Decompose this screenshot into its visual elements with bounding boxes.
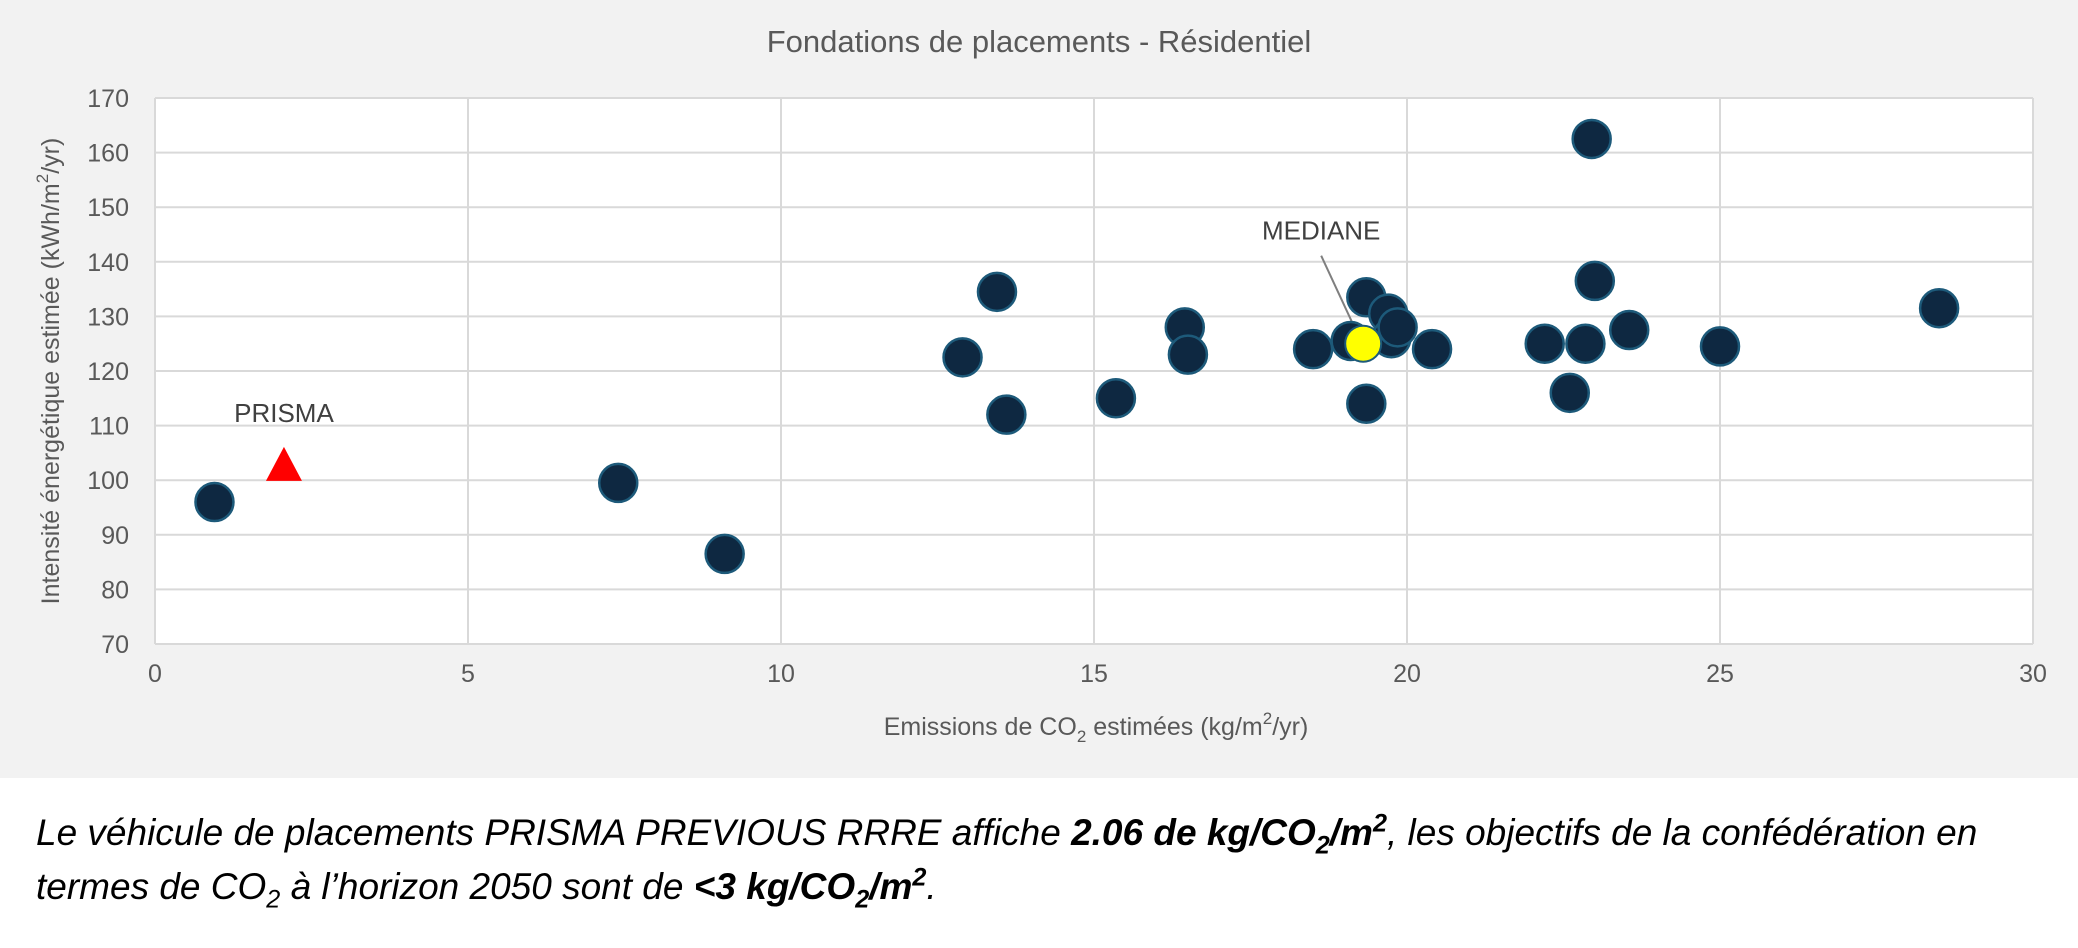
x-tick-label: 5	[461, 660, 475, 688]
scatter-point	[1524, 323, 1565, 364]
scatter-point	[1377, 307, 1418, 348]
y-tick-label: 150	[87, 194, 129, 222]
gridlines	[154, 97, 2034, 645]
x-tick-label: 10	[767, 660, 795, 688]
y-tick-label: 70	[101, 631, 129, 659]
caption: Le véhicule de placements PRISMA PREVIOU…	[36, 806, 2056, 914]
chart-panel: 70 80 90 100 110 120 130 140 150 160 170 0 5 10 15 20 25…	[0, 0, 2078, 778]
scatter-point	[1608, 309, 1650, 351]
scatter-point	[986, 394, 1027, 435]
y-tick-label: 160	[87, 140, 129, 168]
caption-line-2: termes de CO2 à l’horizon 2050 sont de <…	[36, 863, 937, 914]
tick-labels: 70 80 90 100 110 120 130 140 150 160 170 0 5 10 15 20 25…	[87, 85, 2047, 688]
chart-title: Fondations de placements - Résidentiel	[767, 24, 1312, 59]
scatter-point	[976, 271, 1018, 313]
mediane-label: MEDIANE	[1262, 216, 1380, 246]
prisma-point	[265, 446, 302, 481]
scatter-point	[1292, 328, 1334, 370]
y-tick-label: 80	[101, 576, 129, 604]
scatter-point	[1699, 326, 1741, 367]
y-tick-label: 90	[101, 522, 129, 550]
y-tick-label: 170	[87, 85, 129, 113]
scatter-point	[1346, 383, 1387, 425]
prisma-label: PRISMA	[234, 398, 334, 428]
y-tick-label: 110	[89, 413, 129, 441]
scatter-point	[704, 533, 745, 575]
scatter-point	[1549, 372, 1591, 414]
median-point	[1344, 324, 1383, 363]
x-axis-title: Emissions de CO2 estimées (kg/m2/yr)	[884, 709, 1309, 746]
x-tick-label: 25	[1706, 660, 1734, 688]
scatter-point	[1565, 323, 1606, 364]
x-tick-label: 20	[1393, 660, 1421, 688]
caption-line-1: Le véhicule de placements PRISMA PREVIOU…	[36, 809, 1978, 860]
scatter-point	[1571, 118, 1612, 160]
scatter-point	[194, 481, 235, 523]
y-tick-label: 130	[87, 303, 129, 331]
scatter-point	[1411, 328, 1453, 370]
x-tick-label: 15	[1080, 660, 1108, 688]
y-tick-label: 100	[87, 467, 129, 495]
scatter-point	[597, 462, 639, 504]
scatter-point	[1574, 260, 1616, 302]
scatter-chart: 70 80 90 100 110 120 130 140 150 160 170 0 5 10 15 20 25…	[33, 24, 2047, 746]
y-tick-label: 120	[87, 358, 129, 386]
data-points	[194, 118, 1960, 575]
y-tick-label: 140	[87, 249, 129, 277]
scatter-point	[1167, 334, 1209, 375]
x-tick-label: 30	[2019, 660, 2047, 688]
scatter-point	[1095, 378, 1137, 419]
y-axis-title: Intensité énergétique estimée (kWh/m2/yr…	[33, 138, 65, 605]
x-tick-label: 0	[148, 660, 162, 688]
scatter-point	[942, 337, 983, 378]
scatter-point	[1918, 287, 1960, 329]
